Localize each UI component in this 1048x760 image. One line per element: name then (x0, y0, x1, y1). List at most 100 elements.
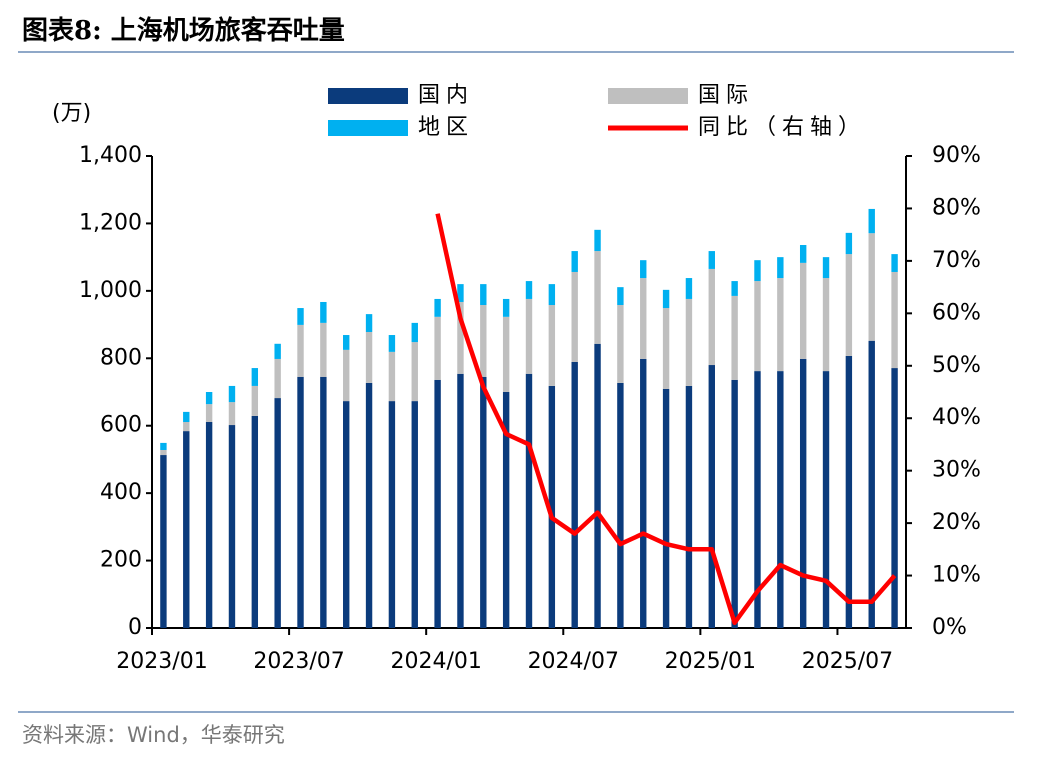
bar-1 (731, 295, 738, 380)
bar-2 (891, 254, 898, 272)
bar-0 (731, 379, 738, 628)
bar-2 (777, 257, 784, 279)
bar-0 (525, 373, 533, 628)
x-tick-label: 2025/07 (802, 649, 893, 674)
bar-0 (685, 385, 693, 628)
bar-2 (343, 335, 350, 350)
bar-2 (365, 314, 373, 332)
bar-0 (822, 371, 830, 628)
bar-2 (205, 392, 213, 405)
bar-2 (822, 257, 830, 279)
bar-1 (662, 308, 670, 389)
bar-2 (502, 298, 510, 317)
legend-label: 国内 (418, 83, 474, 108)
bar-0 (388, 401, 396, 628)
legend-label: 地区 (418, 115, 474, 140)
y-tick-label: 0 (128, 615, 142, 640)
bar-2 (708, 251, 715, 269)
bar-2 (845, 232, 853, 255)
y2-tick-label: 90% (932, 143, 981, 168)
bar-1 (274, 358, 281, 399)
bar-1 (891, 271, 898, 369)
bar-1 (640, 278, 647, 359)
bar-0 (183, 431, 190, 628)
y-tick-label: 200 (100, 548, 142, 573)
bar-1 (708, 268, 715, 366)
bar-1 (228, 402, 236, 426)
bar-1 (571, 271, 578, 362)
bar-0 (205, 422, 213, 628)
bar-2 (297, 308, 304, 325)
y2-tick-label: 40% (932, 405, 981, 430)
bar-0 (320, 376, 327, 628)
legend-swatch (328, 120, 408, 136)
bar-2 (571, 251, 578, 272)
bar-1 (525, 298, 533, 374)
bar-0 (274, 398, 281, 628)
bar-2 (640, 260, 647, 279)
bar-0 (297, 376, 304, 628)
bar-2 (799, 245, 807, 263)
bar-1 (457, 301, 464, 374)
bar-2 (731, 281, 738, 296)
bar-2 (388, 335, 396, 352)
bar-1 (868, 233, 875, 341)
y-tick-label: 1,400 (79, 143, 142, 168)
y2-tick-label: 70% (932, 248, 981, 273)
bar-2 (160, 442, 167, 450)
bar-0 (228, 425, 236, 628)
bar-1 (343, 349, 350, 402)
bar-2 (228, 385, 236, 403)
y-tick-label: 800 (100, 345, 142, 370)
x-tick-label: 2024/01 (390, 649, 481, 674)
source: 资料来源：Wind，华泰研究 (22, 723, 285, 747)
bar-1 (617, 305, 624, 383)
bar-1 (594, 251, 601, 344)
bar-0 (617, 382, 624, 628)
bar-0 (662, 388, 670, 628)
bar-1 (388, 351, 396, 402)
bar-0 (754, 371, 761, 628)
y-tick-label: 600 (100, 413, 142, 438)
bar-0 (571, 361, 578, 628)
x-tick-label: 2024/07 (528, 649, 619, 674)
legend-label: 同比（右轴） (698, 115, 866, 140)
legend-swatch (328, 88, 408, 104)
bar-1 (754, 281, 761, 372)
bar-0 (251, 415, 259, 628)
legend-label: 国际 (698, 83, 754, 108)
bar-2 (617, 287, 624, 306)
y2-tick-label: 80% (932, 195, 981, 220)
bar-0 (708, 365, 715, 628)
bar-1 (822, 278, 830, 372)
bar-1 (297, 324, 304, 377)
y2-tick-label: 20% (932, 510, 981, 535)
bar-1 (685, 298, 693, 386)
bar-1 (320, 322, 327, 377)
bar-2 (183, 411, 190, 423)
bar-2 (411, 322, 418, 343)
y2-tick-label: 10% (932, 563, 981, 588)
bar-0 (891, 368, 898, 628)
bar-1 (434, 316, 441, 380)
y-tick-label: 1,000 (79, 278, 142, 303)
bar-1 (799, 262, 807, 359)
bar-1 (502, 316, 510, 392)
bar-2 (320, 301, 327, 323)
bar-1 (777, 278, 784, 372)
bar-1 (548, 305, 556, 386)
y-tick-label: 1,200 (79, 210, 142, 235)
bar-0 (502, 392, 510, 628)
y-axis-label: (万) (52, 101, 91, 126)
bar-2 (685, 278, 693, 299)
x-tick-label: 2023/07 (253, 649, 344, 674)
bar-2 (274, 343, 281, 359)
bar-0 (845, 355, 853, 628)
bar-0 (548, 385, 556, 628)
y2-tick-label: 30% (932, 458, 981, 483)
bar-1 (480, 305, 487, 377)
bar-1 (845, 254, 853, 356)
bar-1 (251, 385, 259, 416)
bar-0 (434, 379, 441, 628)
